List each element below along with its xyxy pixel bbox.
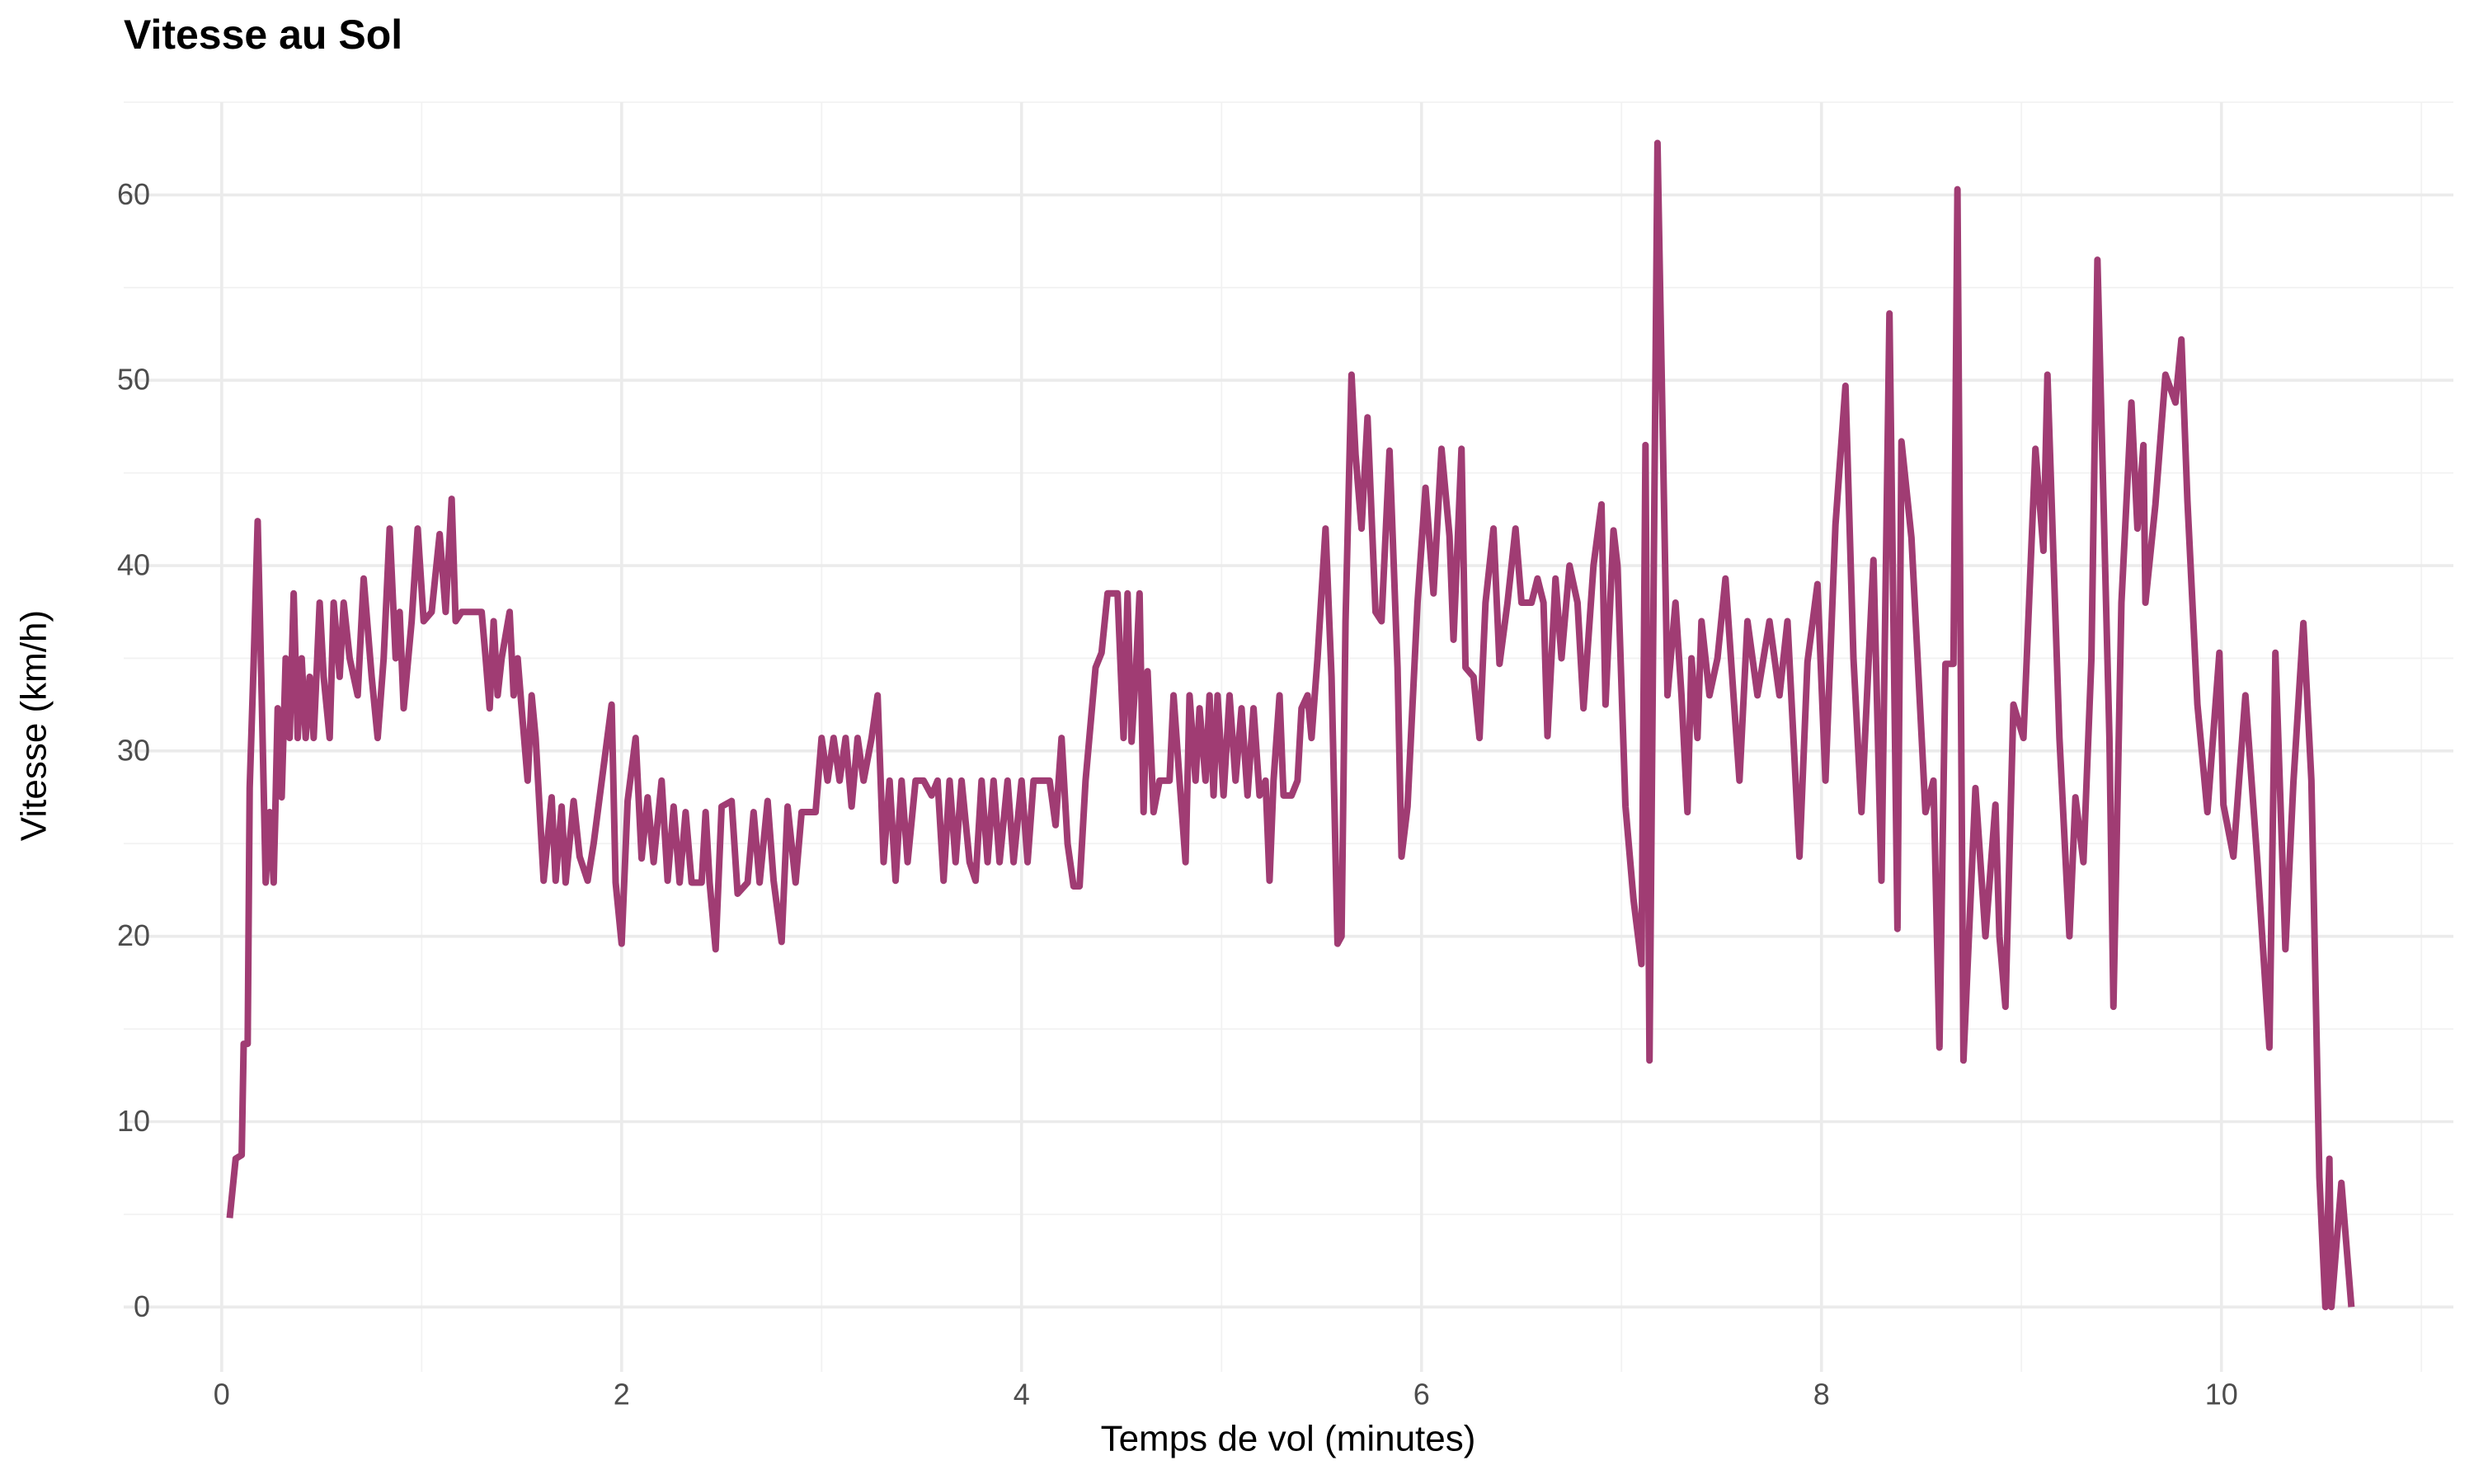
x-tick-label: 6	[1413, 1378, 1430, 1411]
x-axis-title: Temps de vol (minutes)	[1101, 1419, 1476, 1459]
x-tick-label: 0	[214, 1378, 230, 1411]
y-tick-label: 20	[117, 918, 150, 952]
y-tick-label: 60	[117, 177, 150, 211]
y-tick-label: 0	[134, 1289, 150, 1323]
y-tick-label: 30	[117, 733, 150, 767]
x-tick-label: 4	[1014, 1378, 1030, 1411]
y-tick-label: 50	[117, 363, 150, 397]
y-axis-title: Vitesse (km/h)	[14, 610, 54, 841]
marks	[226, 139, 2355, 1311]
x-tick-label: 10	[2205, 1378, 2238, 1411]
grid	[124, 101, 2453, 1372]
ticks: 0 10 20 30 40 50 60 0 2 4 6 8 10	[117, 177, 2238, 1411]
x-tick-label: 8	[1813, 1378, 1830, 1411]
line	[226, 139, 2355, 1311]
x-tick-label: 2	[614, 1378, 630, 1411]
y-tick-label: 40	[117, 548, 150, 582]
chart-title: Vitesse au Sol	[124, 12, 402, 58]
y-tick-label: 10	[117, 1104, 150, 1138]
